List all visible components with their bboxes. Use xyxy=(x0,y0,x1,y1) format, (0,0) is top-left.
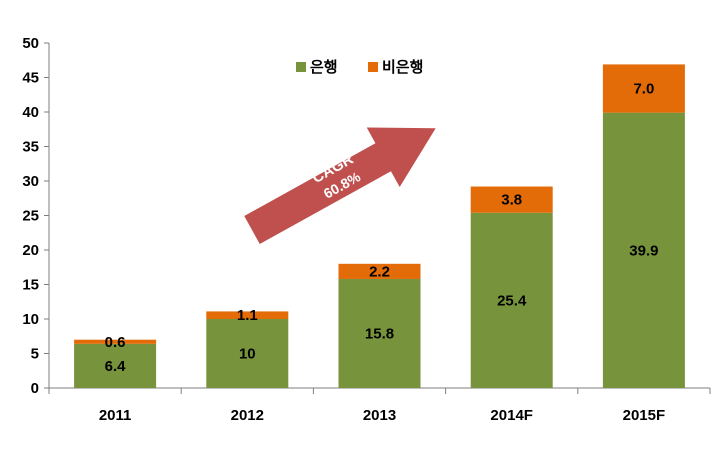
y-tick-label: 20 xyxy=(22,242,39,259)
data-label-bank: 39.9 xyxy=(629,242,658,259)
data-label-nonbank: 1.1 xyxy=(237,307,258,324)
y-tick-label: 40 xyxy=(22,104,39,121)
bars xyxy=(74,64,685,388)
y-tick-label: 0 xyxy=(31,380,39,397)
y-axis: 0 5 10 15 20 25 30 35 40 45 50 xyxy=(22,35,50,397)
data-label-bank: 15.8 xyxy=(365,325,394,342)
data-label-nonbank: 3.8 xyxy=(501,192,522,209)
x-tick-label: 2011 xyxy=(99,407,132,424)
y-tick-label: 45 xyxy=(22,70,39,87)
legend: 은행 비은행 xyxy=(296,58,423,76)
y-tick-label: 50 xyxy=(22,35,39,52)
y-tick-label: 35 xyxy=(22,139,39,156)
y-tick-label: 10 xyxy=(22,311,39,328)
x-tick-label: 2015F xyxy=(623,407,666,424)
data-label-bank: 6.4 xyxy=(105,358,127,375)
legend-label-bank: 은행 xyxy=(310,58,338,76)
legend-swatch-bank xyxy=(296,62,306,72)
bar-segment-nonbank xyxy=(206,311,289,319)
bar-segment-nonbank xyxy=(470,186,553,213)
data-label-nonbank: 2.2 xyxy=(369,263,390,280)
x-tick-label: 2013 xyxy=(363,407,396,424)
bar-segment-nonbank xyxy=(338,263,421,279)
data-label-nonbank: 7.0 xyxy=(633,81,654,98)
bar-segment-nonbank xyxy=(74,339,157,344)
data-labels: 6.4 0.6 10 1.1 15.8 2.2 25.4 3.8 39.9 7.0 xyxy=(105,81,659,375)
bar-segment-nonbank xyxy=(602,64,685,113)
data-label-bank: 10 xyxy=(239,346,256,363)
cagr-arrow xyxy=(244,127,436,244)
bar-segment-bank xyxy=(602,112,685,388)
x-tick-label: 2012 xyxy=(231,407,264,424)
bar-segment-bank xyxy=(338,278,421,388)
x-axis: 2011 2012 2013 2014F 2015F xyxy=(48,387,711,424)
legend-swatch-nonbank xyxy=(368,62,378,72)
y-tick-label: 5 xyxy=(31,346,39,363)
bar-segment-bank xyxy=(74,343,157,388)
cagr-annotation: CAGR 60.8% xyxy=(244,127,436,244)
bar-segment-bank xyxy=(470,212,553,388)
data-label-nonbank: 0.6 xyxy=(105,334,126,351)
legend-label-nonbank: 비은행 xyxy=(382,58,423,76)
data-label-bank: 25.4 xyxy=(497,292,527,309)
y-tick-label: 30 xyxy=(22,173,39,190)
y-tick-label: 15 xyxy=(22,277,39,294)
y-tick-label: 25 xyxy=(22,208,39,225)
bar-segment-bank xyxy=(206,319,289,388)
x-tick-label: 2014F xyxy=(490,407,533,424)
